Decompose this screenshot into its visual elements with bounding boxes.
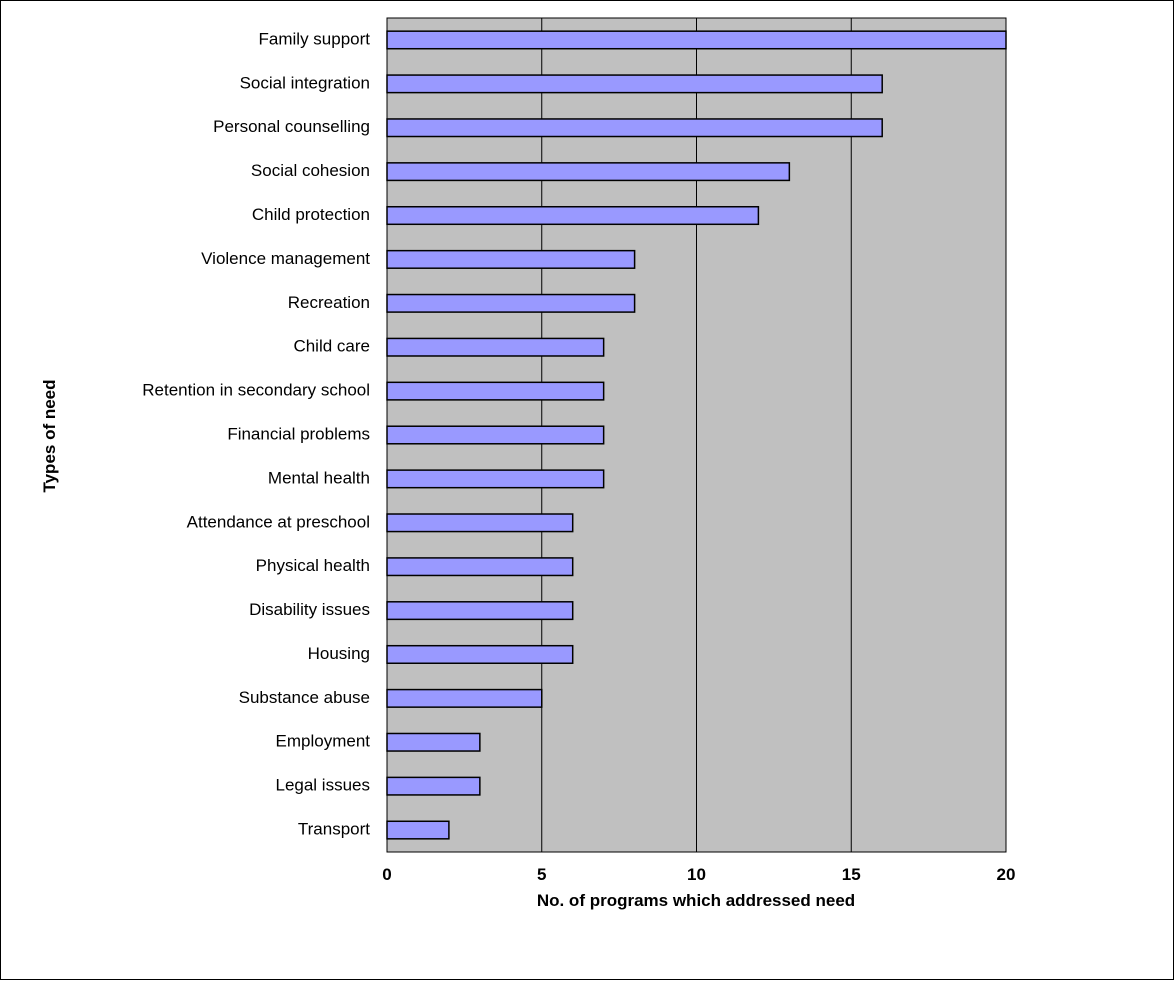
category-label: Retention in secondary school: [142, 381, 370, 400]
category-label: Housing: [308, 644, 370, 663]
x-tick-label: 15: [842, 865, 861, 884]
category-label: Social cohesion: [251, 161, 370, 180]
bar-social-cohesion: [386, 162, 791, 182]
bar-substance-abuse: [386, 688, 543, 708]
x-tick-label: 5: [537, 865, 546, 884]
category-label: Physical health: [256, 556, 370, 575]
bar-attendance-at-preschool: [386, 513, 574, 533]
bars: [386, 30, 1007, 840]
bar-transport: [386, 820, 450, 840]
x-tick-label: 20: [997, 865, 1016, 884]
x-tick-label: 10: [687, 865, 706, 884]
bar-recreation: [386, 293, 636, 313]
category-label: Attendance at preschool: [187, 512, 370, 531]
category-label: Mental health: [268, 468, 370, 487]
category-labels: Family support Social integration Personal…: [142, 29, 370, 838]
bar-financial-problems: [386, 425, 605, 445]
bar-child-care: [386, 337, 605, 357]
category-label: Personal counselling: [213, 117, 370, 136]
x-tick-label: 0: [382, 865, 391, 884]
category-label: Recreation: [288, 293, 370, 312]
category-label: Violence management: [201, 249, 370, 268]
bar-physical-health: [386, 557, 574, 577]
category-label: Financial problems: [227, 424, 370, 443]
bar-legal-issues: [386, 776, 481, 796]
category-label: Child protection: [252, 205, 370, 224]
bar-social-integration: [386, 74, 883, 94]
x-axis-title: No. of programs which addressed need: [537, 891, 855, 910]
bar-housing: [386, 644, 574, 665]
category-label: Employment: [276, 732, 371, 751]
bar-family-support: [386, 30, 1007, 50]
category-label: Legal issues: [275, 776, 370, 795]
y-axis-title: Types of need: [40, 379, 59, 492]
x-tick-labels: 0 5 10 15 20: [382, 865, 1015, 884]
bar-child-protection: [386, 205, 760, 226]
category-label: Child care: [293, 337, 370, 356]
bar-mental-health: [386, 469, 605, 489]
category-label: Social integration: [240, 73, 370, 92]
bar-employment: [386, 732, 481, 752]
bar-disability-issues: [386, 601, 574, 621]
category-label: Family support: [259, 29, 371, 48]
bar-personal-counselling: [386, 118, 883, 138]
bar-retention-in-secondary-school: [386, 381, 605, 401]
category-label: Substance abuse: [239, 688, 370, 707]
category-label: Transport: [298, 820, 370, 839]
bar-violence-management: [386, 249, 636, 269]
category-label: Disability issues: [249, 600, 370, 619]
